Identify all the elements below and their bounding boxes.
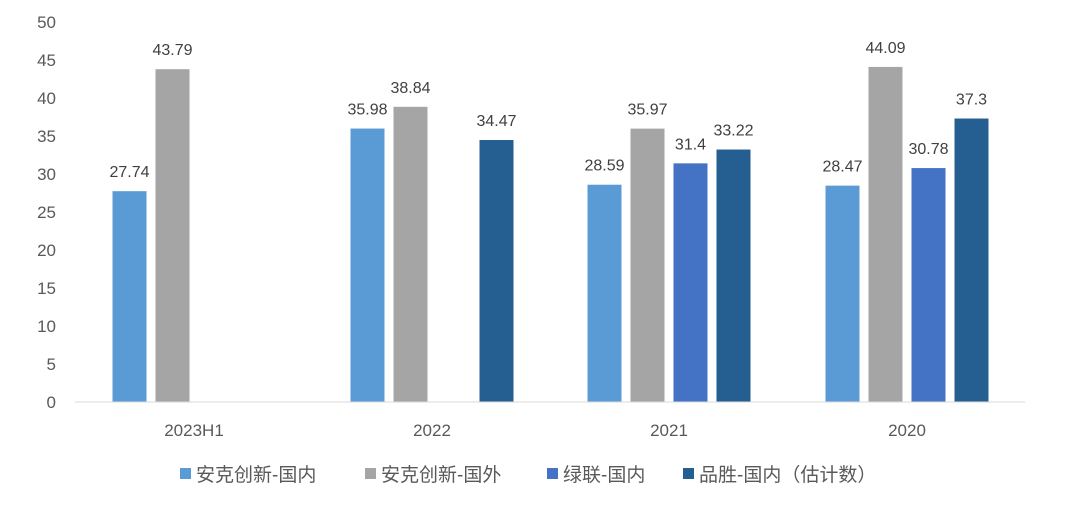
bar [155,69,190,403]
legend: 安克创新-国内 安克创新-国外 绿联-国内 品胜-国内（估计数） [180,464,876,486]
y-tick-label: 30 [37,165,56,184]
x-tick-label: 2022 [413,421,451,440]
y-tick-label: 40 [37,89,56,108]
data-label: 28.59 [584,158,624,175]
legend-swatch [365,468,376,479]
y-tick-label: 20 [37,241,56,260]
data-label: 38.84 [390,80,430,97]
y-tick-label: 35 [37,127,56,146]
bar [868,66,903,402]
y-tick-label: 5 [47,355,56,374]
bar [479,140,514,402]
bar [716,149,751,402]
legend-swatch [683,468,694,479]
y-tick-label: 0 [47,393,56,412]
data-label: 33.22 [713,123,753,140]
data-label: 37.3 [956,92,987,109]
bar [825,185,860,402]
data-label: 44.09 [865,40,905,57]
legend-label: 安克创新-国外 [381,464,501,486]
data-label: 35.97 [627,102,667,119]
bar [112,191,147,402]
x-tick-label: 2023H1 [164,421,224,440]
data-label: 31.4 [675,136,706,153]
bar [350,128,385,402]
data-label: 34.47 [476,113,516,130]
data-label: 35.98 [347,102,387,119]
y-tick-label: 15 [37,279,56,298]
bar [393,106,428,402]
bar [673,163,708,402]
data-label: 28.47 [822,159,862,176]
y-axis: 0 5 10 15 20 25 30 35 40 45 50 [37,13,56,412]
legend-swatch [180,468,191,479]
legend-swatch [547,468,558,479]
bar [911,168,946,402]
data-label: 30.78 [908,141,948,158]
data-label: 43.79 [152,42,192,59]
y-tick-label: 50 [37,13,56,32]
bar [630,128,665,403]
bar [954,118,989,403]
x-tick-label: 2020 [888,421,926,440]
bar [587,184,622,402]
y-tick-label: 10 [37,317,56,336]
legend-label: 品胜-国内（估计数） [699,464,876,486]
legend-label: 绿联-国内 [563,464,645,486]
y-tick-label: 45 [37,51,56,70]
data-label: 27.74 [109,164,149,181]
x-axis: 2023H1 2022 2021 2020 [75,401,1025,440]
y-tick-label: 25 [37,203,56,222]
legend-label: 安克创新-国内 [196,464,316,486]
x-tick-label: 2021 [650,421,688,440]
